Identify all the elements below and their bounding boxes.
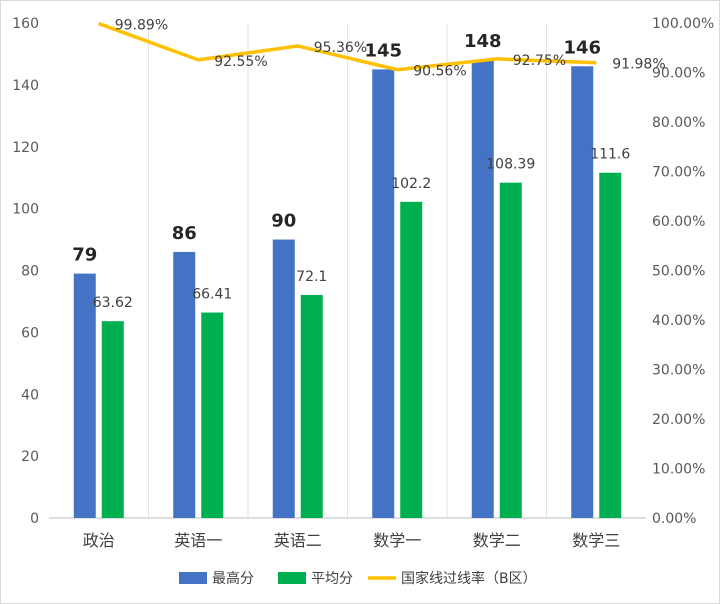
y-left-tick-label: 80 xyxy=(21,264,39,280)
grid-lines xyxy=(148,23,547,518)
bar-average-score xyxy=(599,172,622,519)
y-right-tick-label: 10.00% xyxy=(652,462,705,478)
y-right-tick-label: 30.00% xyxy=(652,363,705,379)
data-label-pass-rate: 92.55% xyxy=(214,54,267,70)
legend-label: 最高分 xyxy=(212,570,254,587)
y-right-tick-label: 0.00% xyxy=(652,511,696,527)
data-label-max-score: 90 xyxy=(271,211,296,232)
bar-max-score xyxy=(73,273,96,518)
x-tick-label: 数学一 xyxy=(373,531,421,550)
data-label-max-score: 148 xyxy=(464,31,502,52)
y-right-tick-label: 90.00% xyxy=(652,66,705,82)
bars xyxy=(73,60,622,519)
legend-label: 平均分 xyxy=(311,571,353,587)
y-left-tick-label: 20 xyxy=(21,449,39,465)
bar-average-score xyxy=(400,201,423,518)
data-label-average-score: 72.1 xyxy=(296,269,327,285)
y-right-tick-label: 50.00% xyxy=(652,264,705,280)
bar-max-score xyxy=(173,251,196,518)
x-tick-label: 数学三 xyxy=(572,531,620,550)
legend-label: 国家线过线率（B区） xyxy=(401,570,537,587)
y-left-tick-label: 140 xyxy=(12,78,39,94)
data-label-average-score: 108.39 xyxy=(486,157,535,173)
x-tick-label: 英语一 xyxy=(174,531,222,550)
data-label-pass-rate: 99.89% xyxy=(115,18,168,34)
legend-swatch xyxy=(179,572,207,584)
line-pass-rate xyxy=(98,21,597,72)
data-label-average-score: 102.2 xyxy=(391,176,431,192)
y-left-tick-label: 60 xyxy=(21,325,39,341)
x-tick-label: 政治 xyxy=(83,531,115,550)
bar-average-score xyxy=(499,182,522,518)
data-label-pass-rate: 95.36% xyxy=(314,40,367,56)
data-label-max-score: 79 xyxy=(72,245,97,266)
data-label-average-score: 66.41 xyxy=(192,287,232,303)
data-label-pass-rate: 91.98% xyxy=(612,57,665,73)
y-right-tick-label: 100.00% xyxy=(652,16,714,32)
y-left-tick-label: 0 xyxy=(30,511,39,527)
x-tick-label: 数学二 xyxy=(473,531,521,550)
data-label-pass-rate: 92.75% xyxy=(513,53,566,69)
bar-max-score xyxy=(571,66,594,518)
bar-average-score xyxy=(101,321,124,518)
y-left-tick-label: 120 xyxy=(12,140,39,156)
data-label-average-score: 111.6 xyxy=(590,147,630,163)
axes: 0 20 40 60 80 100 120 140 160 0.00% 10.00% 20.00% 30… xyxy=(12,16,714,550)
y-left-tick-label: 40 xyxy=(21,387,39,403)
y-right-tick-label: 20.00% xyxy=(652,412,705,428)
y-left-tick-label: 160 xyxy=(12,16,39,32)
data-label-max-score: 145 xyxy=(364,40,402,61)
data-label-max-score: 86 xyxy=(172,223,197,244)
data-label-pass-rate: 90.56% xyxy=(413,64,466,80)
bar-max-score xyxy=(471,60,494,518)
x-tick-label: 英语二 xyxy=(274,531,322,550)
line-series xyxy=(98,21,597,72)
data-labels: 79 63.62 86 66.41 90 72.1 145 102.2 148 108.39 146… xyxy=(72,18,665,312)
bar-average-score xyxy=(300,294,323,518)
data-label-average-score: 63.62 xyxy=(93,295,133,311)
y-left-tick-label: 100 xyxy=(12,202,39,218)
y-right-tick-label: 40.00% xyxy=(652,313,705,329)
bar-average-score xyxy=(201,312,224,518)
legend: 最高分 平均分 国家线过线率（B区） xyxy=(179,570,537,587)
data-label-max-score: 146 xyxy=(563,37,601,58)
y-right-tick-label: 60.00% xyxy=(652,214,705,230)
y-right-tick-label: 70.00% xyxy=(652,165,705,181)
bar-max-score xyxy=(272,239,295,518)
y-right-tick-label: 80.00% xyxy=(652,115,705,131)
legend-swatch xyxy=(278,572,306,584)
bar-max-score xyxy=(372,69,395,518)
